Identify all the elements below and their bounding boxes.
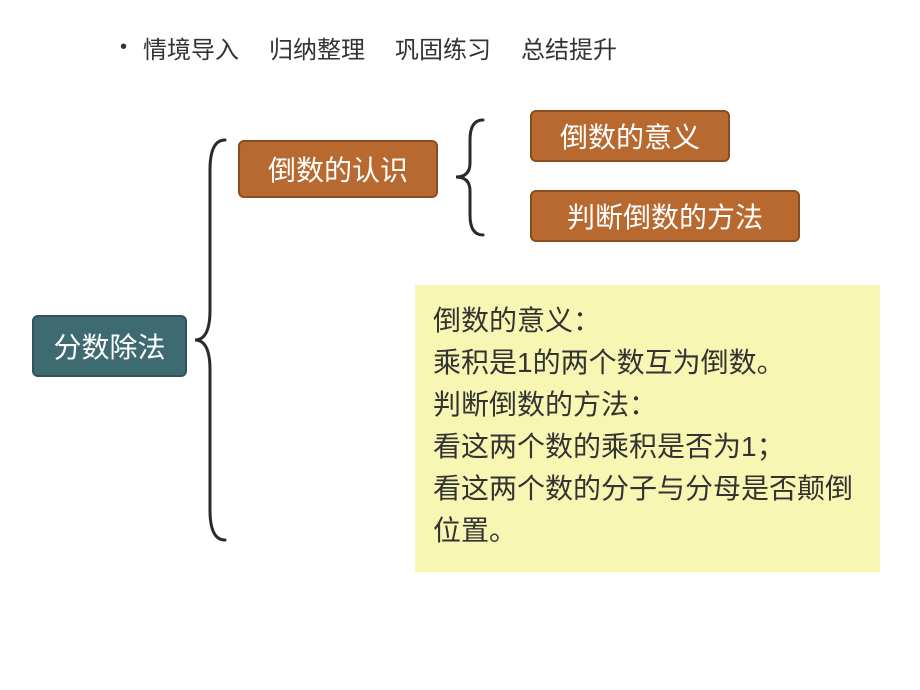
nav-item-2: 巩固练习: [395, 30, 491, 65]
bullet-icon: •: [120, 36, 127, 59]
nav-item-0: 情境导入: [143, 30, 239, 65]
node-r1: 倒数的意义: [530, 110, 730, 162]
info-line-4: 看这两个数的分子与分母是否颠倒位置。: [433, 468, 862, 552]
node-r2-label: 判断倒数的方法: [567, 196, 763, 236]
node-r2: 判断倒数的方法: [530, 190, 800, 242]
info-line-1: 乘积是1的两个数互为倒数。: [433, 342, 862, 384]
brace-root: [190, 135, 230, 545]
node-r1-label: 倒数的意义: [560, 116, 700, 156]
info-line-0: 倒数的意义：: [433, 300, 862, 342]
info-panel: 倒数的意义： 乘积是1的两个数互为倒数。 判断倒数的方法： 看这两个数的乘积是否…: [415, 285, 880, 572]
nav-item-1: 归纳整理: [269, 30, 365, 65]
nav-item-3: 总结提升: [521, 30, 617, 65]
brace-mid: [448, 115, 488, 240]
node-mid: 倒数的认识: [238, 140, 438, 198]
node-root-label: 分数除法: [53, 326, 165, 366]
info-line-3: 看这两个数的乘积是否为1；: [433, 426, 862, 468]
top-nav: • 情境导入 归纳整理 巩固练习 总结提升: [120, 30, 639, 65]
node-mid-label: 倒数的认识: [268, 149, 408, 189]
info-line-2: 判断倒数的方法：: [433, 384, 862, 426]
node-root: 分数除法: [32, 315, 187, 377]
